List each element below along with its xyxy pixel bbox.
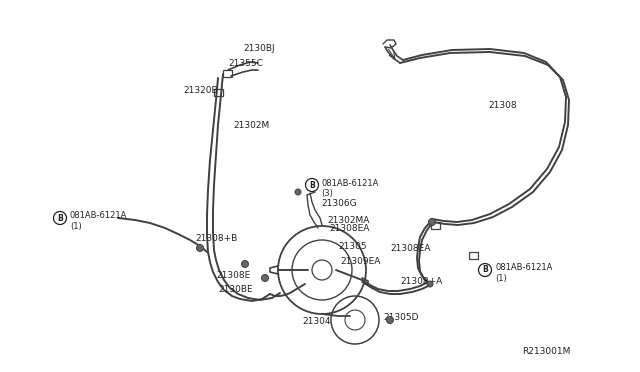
Circle shape bbox=[429, 218, 435, 225]
Text: 21302M: 21302M bbox=[233, 121, 269, 129]
Circle shape bbox=[295, 189, 301, 195]
Circle shape bbox=[262, 275, 269, 282]
Text: 21308+A: 21308+A bbox=[400, 278, 442, 286]
Text: B: B bbox=[482, 266, 488, 275]
Text: 21305: 21305 bbox=[338, 241, 367, 250]
Text: 21309EA: 21309EA bbox=[340, 257, 380, 266]
Circle shape bbox=[196, 244, 204, 251]
Text: 21304: 21304 bbox=[302, 317, 330, 327]
Text: 21308E: 21308E bbox=[216, 270, 250, 279]
Text: B: B bbox=[309, 180, 315, 189]
Text: R213001M: R213001M bbox=[522, 347, 570, 356]
Circle shape bbox=[427, 281, 433, 287]
Text: 21306G: 21306G bbox=[321, 199, 356, 208]
Text: (3): (3) bbox=[321, 189, 333, 198]
Text: 2130BE: 2130BE bbox=[218, 285, 253, 295]
Text: 21308EA: 21308EA bbox=[390, 244, 430, 253]
Text: 081AB-6121A: 081AB-6121A bbox=[70, 211, 127, 219]
Circle shape bbox=[241, 260, 248, 267]
Text: 21308: 21308 bbox=[488, 100, 516, 109]
Text: 081AB-6121A: 081AB-6121A bbox=[321, 179, 378, 187]
Text: 21308EA: 21308EA bbox=[330, 224, 370, 232]
Text: (1): (1) bbox=[495, 273, 507, 282]
Bar bbox=[214, 89, 223, 96]
Text: 21305D: 21305D bbox=[383, 314, 419, 323]
Circle shape bbox=[387, 317, 394, 324]
Text: 21308+B: 21308+B bbox=[195, 234, 237, 243]
Text: B: B bbox=[57, 214, 63, 222]
Text: 081AB-6121A: 081AB-6121A bbox=[495, 263, 552, 272]
Text: 21355C: 21355C bbox=[228, 58, 263, 67]
Text: 21302MA: 21302MA bbox=[328, 215, 370, 224]
Bar bbox=[223, 70, 232, 77]
Bar bbox=[431, 221, 440, 228]
Text: 21320B: 21320B bbox=[183, 86, 218, 94]
Text: (1): (1) bbox=[70, 221, 82, 231]
Text: 2130BJ: 2130BJ bbox=[243, 44, 275, 52]
Bar bbox=[468, 251, 477, 259]
